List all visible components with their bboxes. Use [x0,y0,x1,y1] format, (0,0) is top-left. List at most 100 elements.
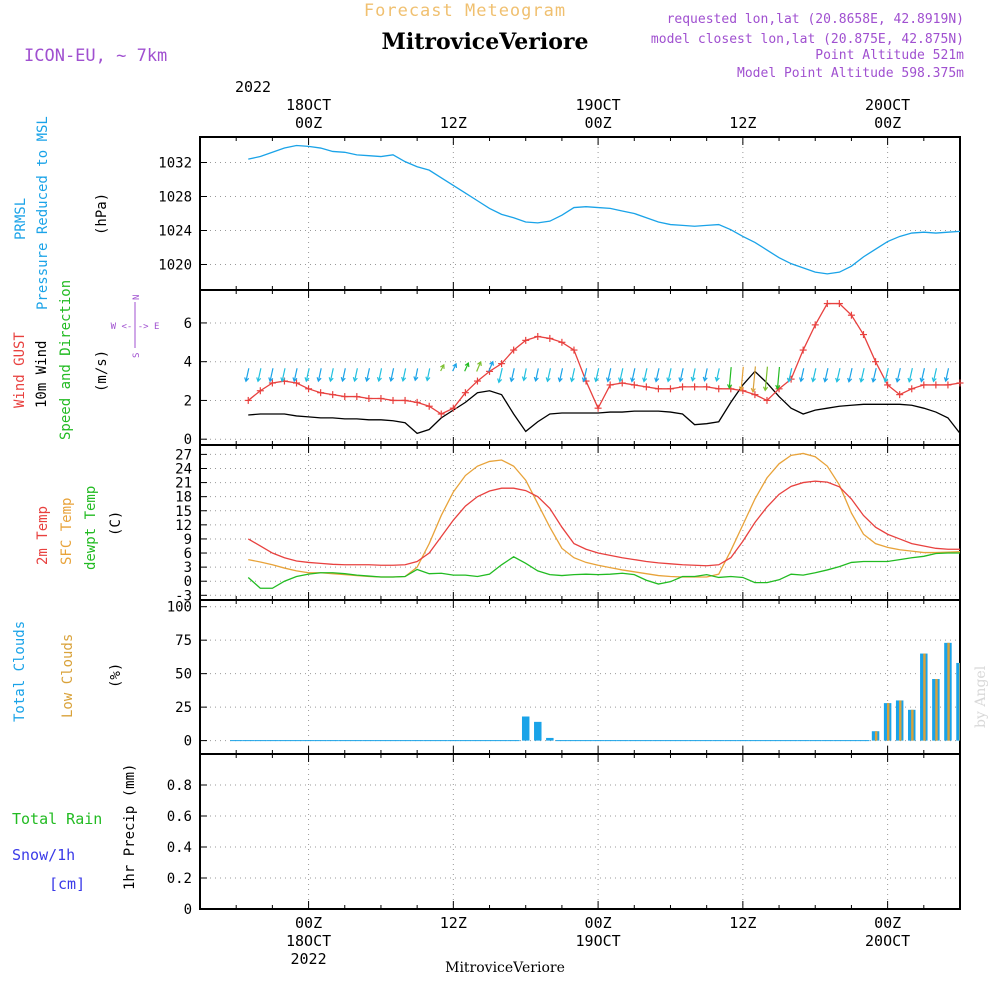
product-title: Forecast Meteogram [364,1,566,21]
wind-direction-arrow [510,368,515,382]
wind-direction-arrowhead [557,377,563,383]
cloud-low-label: Low Clouds [60,634,76,718]
wind-speed-line [248,370,961,435]
wind-direction-arrowhead [750,387,756,393]
cloud-low-bar [874,731,878,741]
wind-direction-arrow [776,366,781,389]
point-altitude: Point Altitude 521m [815,48,964,63]
temp-dew-label: dewpt Temp [83,486,99,570]
wind-direction-arrowhead [811,377,817,383]
wind-direction-arrow [728,367,732,389]
wind-direction-arrow [800,368,805,382]
wind-direction-arrow [932,368,938,382]
wind-direction-arrowhead [256,377,262,383]
watermark: by Angel [973,665,989,728]
wind-direction-arrowhead [666,377,672,383]
cloud-total-bar [534,721,542,741]
wind-direction-arrow [764,366,769,391]
temp-sfc-label: SFC Temp [59,498,75,565]
temperature-ytick-label: 21 [175,476,192,492]
dewpoint-line [247,552,960,589]
wind-direction-arrowhead [907,377,913,383]
pressure-ytick-label: 1028 [158,190,192,206]
clouds-ytick-label: 0 [184,734,192,750]
top-time-label: 12Z [729,114,756,132]
wind-direction-arrowhead [690,376,696,382]
wind-direction-arrowhead [786,377,792,383]
bottom-time-label: 19OCT [576,932,621,950]
cloud-low-bar [935,679,938,741]
temperature-ytick-label: -3 [175,588,192,604]
wind-direction-arrow [740,366,744,391]
temperature-ytick-label: 0 [184,574,192,590]
wind-direction-arrowhead [727,384,733,390]
wind-direction-arrow [245,368,250,382]
wind-direction-arrow [884,368,889,382]
wind-direction-arrowhead [497,378,503,384]
clouds-ytick-label: 75 [175,633,192,649]
wind-direction-arrowhead [376,376,382,383]
precip-ytick-label: 0 [184,902,192,918]
model-point-altitude: Model Point Altitude 598.375m [737,66,964,81]
wind-direction-arrowhead [847,377,853,383]
wind-direction-arrowhead [280,377,286,383]
wind-direction-arrowhead [545,377,551,383]
wind-ytick-label: 4 [184,355,192,371]
cloud-total-label: Total Clouds [12,621,28,722]
pressure-line [248,144,961,275]
wind-direction-arrow [583,368,588,382]
wind-direction-arrowhead [738,386,744,392]
wind-direction-arrow [788,368,793,382]
wind-direction-arrowhead [569,377,575,383]
wind-10m-label: 10m Wind [34,341,50,408]
cloud-total-bar [546,737,554,741]
precip-panel: 0 0.2 0.4 0.6 0.8 [167,753,961,918]
pressure-label-2: Pressure Reduced to MSL [35,116,51,310]
wind-direction-arrowhead [464,362,470,368]
cloud-low-bar [959,662,960,741]
wind-direction-arrowhead [919,377,925,383]
wind-direction-arrow [824,368,829,382]
precip-ytick-label: 0.2 [167,871,192,887]
wind-direction-arrowhead [533,376,539,382]
wind-direction-arrow [426,368,431,381]
wind-direction-arrowhead [678,377,684,383]
wind-direction-arrowhead [521,376,527,382]
wind-direction-arrowhead [425,376,431,382]
wind-direction-arrow [655,368,660,382]
wind-direction-arrow [860,368,865,382]
wind-direction-arrowhead [452,362,458,369]
wind-direction-arrow [812,368,817,382]
pressure-ytick-label: 1020 [158,258,192,274]
wind-direction-arrow [414,368,419,381]
wind-direction-arrow [595,368,600,382]
temperature-ytick-label: 15 [175,504,192,520]
wind-direction-arrowhead [883,377,889,383]
top-time-axis: 2022 18OCT00Z12Z19OCT00Z12Z20OCT00Z12Z [235,78,910,132]
wind-direction-arrow [293,368,298,382]
wind-direction-arrow [305,368,310,382]
cloud-total-bar [956,662,960,741]
wind-direction-arrow [390,368,395,382]
temperature-ytick-label: 12 [175,518,192,534]
wind-direction-arrowhead [352,377,358,383]
wind-direction-arrowhead [702,376,708,382]
temperature-ytick-label: 9 [184,532,192,548]
wind-direction-arrow [498,367,503,383]
pressure-label-1: PRMSL [13,198,29,240]
wind-direction-arrowhead [401,376,407,382]
wind-direction-arrowhead [799,377,805,383]
bottom-time-label: 18OCT [286,932,331,950]
cloud-low-bar [899,700,902,741]
wind-direction-arrowhead [895,377,901,383]
wind-direction-arrow [752,366,757,392]
wind-direction-arrowhead [489,360,494,366]
wind-direction-arrowhead [593,377,599,383]
wind-direction-arrowhead [328,377,334,383]
cloud-low-bar [923,653,926,741]
clouds-panel: 0 25 50 75 100 [167,599,961,755]
model-name: ICON-EU, ~ 7km [24,46,167,66]
closest-coords: model closest lon,lat (20.875E, 42.875N) [651,32,964,47]
precip-cm-label: [cm] [49,875,85,893]
cloud-unit: (%) [108,663,124,688]
